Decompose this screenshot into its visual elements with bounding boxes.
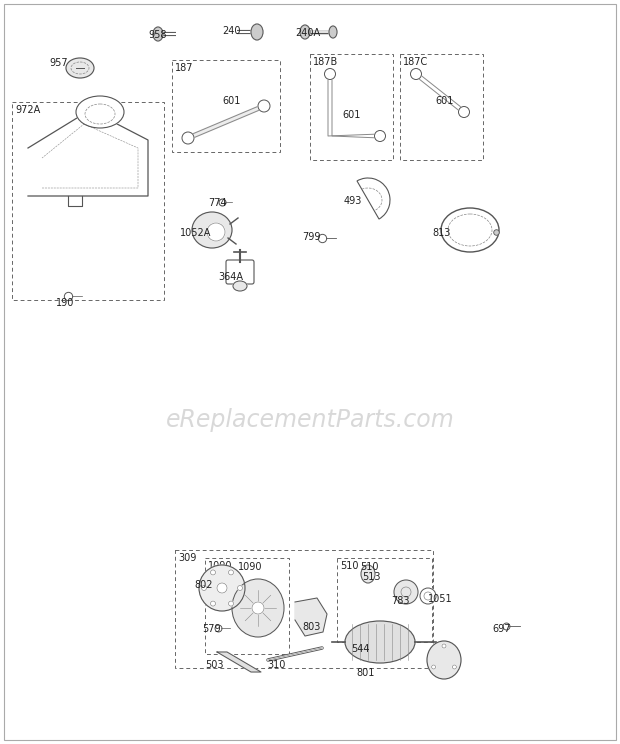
Ellipse shape [459,106,469,118]
Bar [310,54,393,160]
Text: eReplacementParts.com: eReplacementParts.com [166,408,454,432]
Ellipse shape [76,96,124,128]
Text: 803: 803 [302,622,321,632]
Ellipse shape [217,583,227,593]
Ellipse shape [182,132,194,144]
Ellipse shape [394,580,418,604]
Text: 958: 958 [148,30,167,40]
Text: 972A: 972A [15,105,40,115]
Text: 493: 493 [344,196,362,206]
Ellipse shape [432,665,436,669]
Ellipse shape [324,68,335,80]
Text: 601: 601 [435,96,453,106]
Text: 579: 579 [202,624,221,634]
Ellipse shape [192,212,232,248]
Polygon shape [217,652,261,672]
Text: 957: 957 [50,58,68,68]
Ellipse shape [410,68,422,80]
Text: 187C: 187C [403,57,428,67]
Text: 240: 240 [222,26,241,36]
Ellipse shape [453,665,456,669]
Text: 697: 697 [492,624,510,634]
Ellipse shape [427,641,461,679]
Ellipse shape [361,565,375,583]
Ellipse shape [374,130,386,141]
Ellipse shape [232,579,284,637]
Polygon shape [187,104,265,140]
Ellipse shape [300,25,310,39]
Text: 813: 813 [432,228,450,238]
Polygon shape [28,110,148,196]
Polygon shape [295,598,327,636]
Bar [400,54,483,160]
Text: 510: 510 [340,561,358,571]
Text: 240A: 240A [295,28,320,38]
Ellipse shape [329,26,337,38]
Text: 364A: 364A [218,272,243,282]
Ellipse shape [258,100,270,112]
Text: 601: 601 [222,96,241,106]
Text: 309: 309 [178,553,197,563]
Ellipse shape [66,58,94,78]
Ellipse shape [211,601,216,606]
Ellipse shape [252,602,264,614]
Bar [12,102,164,300]
Ellipse shape [442,644,446,648]
Text: 774: 774 [208,198,227,208]
Ellipse shape [202,586,206,591]
Ellipse shape [229,570,234,575]
Text: 503: 503 [205,660,223,670]
Bar [337,558,432,642]
Text: 1090: 1090 [208,561,232,571]
Text: 310: 310 [267,660,285,670]
Text: 802: 802 [194,580,213,590]
Text: 601: 601 [342,110,360,120]
Bar [175,550,433,668]
Ellipse shape [207,223,225,241]
Text: 510: 510 [360,562,378,572]
Text: 799: 799 [302,232,321,242]
Text: 783: 783 [391,596,409,606]
Wedge shape [357,178,390,219]
Text: 1052A: 1052A [180,228,211,238]
Text: 187: 187 [175,63,193,73]
Ellipse shape [237,586,242,591]
FancyBboxPatch shape [226,260,254,284]
Text: 1051: 1051 [428,594,453,604]
Text: 190: 190 [56,298,74,308]
Ellipse shape [345,621,415,663]
Text: 801: 801 [356,668,374,678]
Ellipse shape [229,601,234,606]
Ellipse shape [233,281,247,291]
Text: 1090: 1090 [238,562,262,572]
Ellipse shape [211,570,216,575]
Text: 187B: 187B [313,57,339,67]
Ellipse shape [199,565,245,611]
Bar [205,558,289,654]
Bar [172,60,280,152]
Text: 544: 544 [351,644,370,654]
Text: 513: 513 [362,572,381,582]
Ellipse shape [153,27,163,41]
Ellipse shape [420,588,436,604]
Ellipse shape [251,24,263,40]
